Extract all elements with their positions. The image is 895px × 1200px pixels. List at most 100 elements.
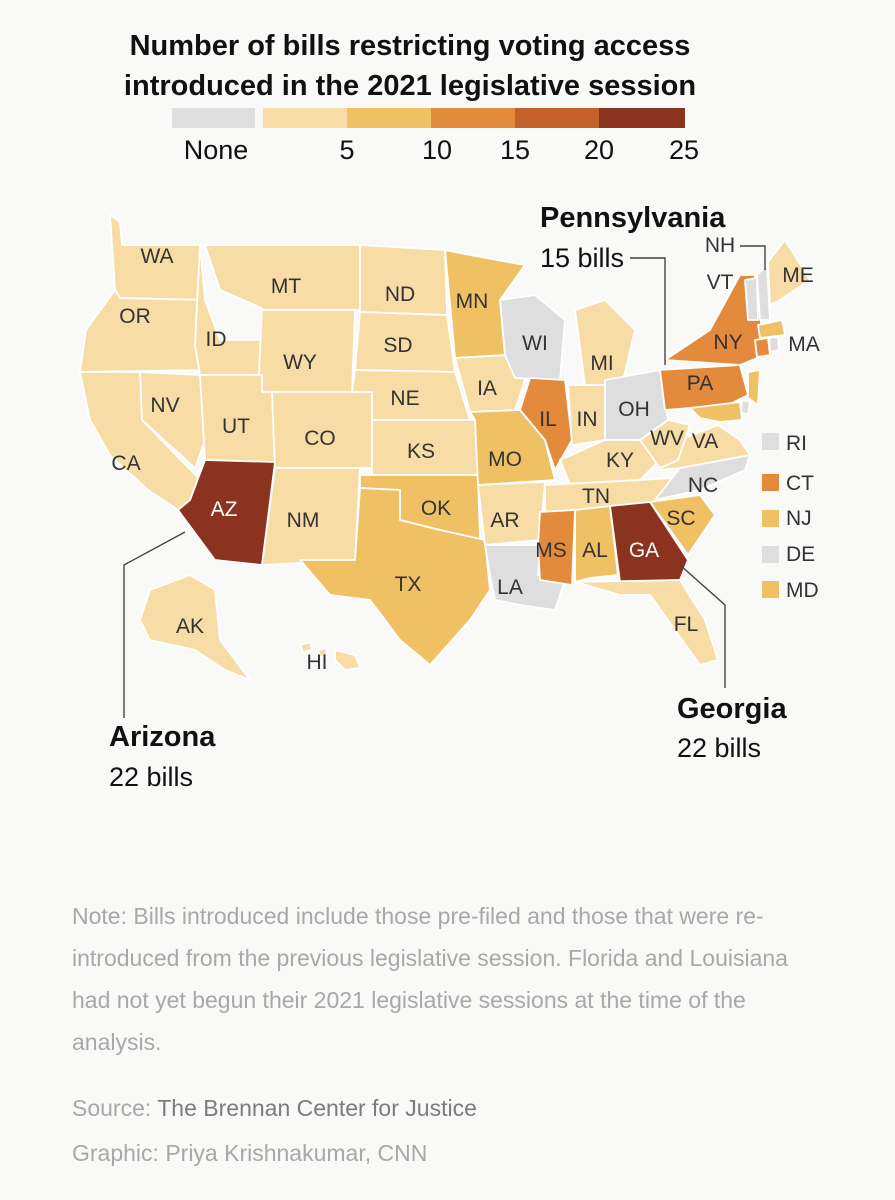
pennsylvania-callout-count: 15 bills (540, 243, 624, 273)
legend-swatch-0-5 (263, 108, 347, 128)
state-hi (299, 641, 361, 671)
ri-swatch (762, 433, 779, 450)
state-label-ar: AR (490, 509, 519, 532)
state-label-ma: MA (788, 333, 820, 356)
state-label-ks: KS (407, 440, 435, 463)
arizona-callout-count: 22 bills (109, 762, 193, 792)
state-label-mo: MO (488, 448, 522, 471)
pennsylvania-callout-name: Pennsylvania (540, 202, 726, 234)
state-label-wa: WA (140, 245, 173, 268)
state-nv (139, 371, 206, 469)
georgia-callout-name: Georgia (677, 693, 787, 725)
legend-label-20: 20 (583, 135, 615, 165)
state-label-nd: ND (385, 283, 415, 306)
state-label-ky: KY (606, 449, 634, 472)
georgia-leader-line (679, 564, 726, 688)
legend-swatch-5-10 (347, 108, 431, 128)
state-me (767, 239, 811, 306)
nj-swatch (762, 510, 779, 527)
state-pa (659, 364, 749, 411)
state-label-tn: TN (582, 485, 610, 508)
state-mi (574, 299, 636, 386)
state-label-mt: MT (271, 275, 301, 298)
state-nc (654, 454, 751, 501)
state-ma (757, 319, 786, 339)
state-label-ga: GA (629, 539, 659, 562)
state-label-mn: MN (456, 290, 489, 313)
state-sc (649, 494, 716, 556)
state-label-al: AL (582, 539, 608, 562)
state-label-sc: SC (666, 507, 695, 530)
state-label-ms: MS (535, 539, 567, 562)
source-line: Source: The Brennan Center for Justice (72, 1095, 477, 1122)
title-line-2: introduced in the 2021 legislative sessi… (123, 70, 697, 102)
state-label-fl: FL (674, 613, 699, 636)
small-state-label-ri: RI (786, 432, 807, 455)
md-swatch (762, 581, 779, 598)
state-al (574, 505, 619, 583)
state-label-id: ID (206, 328, 227, 351)
state-label-sd: SD (383, 334, 412, 357)
state-label-or: OR (119, 305, 151, 328)
legend-swatch-20-25 (599, 108, 685, 128)
state-label-oh: OH (618, 398, 650, 421)
state-ri (768, 336, 780, 353)
state-label-co: CO (304, 427, 336, 450)
state-label-wv: WV (650, 427, 684, 450)
state-fl (574, 579, 719, 666)
state-ak (139, 574, 251, 681)
state-nh (756, 264, 771, 321)
legend-label-5: 5 (339, 135, 355, 165)
state-or (79, 289, 206, 373)
ct-swatch (762, 474, 779, 491)
pennsylvania-leader-line (630, 257, 666, 365)
legend-label-25: 25 (668, 135, 700, 165)
small-state-label-md: MD (786, 579, 819, 602)
state-label-nv: NV (150, 394, 179, 417)
state-label-ok: OK (421, 497, 451, 520)
de-swatch (762, 546, 779, 563)
source-value: The Brennan Center for Justice (157, 1095, 477, 1121)
state-label-ak: AK (176, 615, 204, 638)
state-label-la: LA (497, 576, 523, 599)
state-label-va: VA (692, 430, 718, 453)
small-state-label-ct: CT (786, 472, 814, 495)
state-label-pa: PA (687, 372, 713, 395)
state-il (519, 377, 573, 471)
state-ms (537, 509, 576, 586)
state-label-il: IL (539, 408, 557, 431)
state-label-wy: WY (283, 351, 317, 374)
state-label-in: IN (577, 408, 598, 431)
nh-leader-line (740, 245, 766, 270)
state-label-nm: NM (287, 509, 320, 532)
georgia-callout-count: 22 bills (677, 733, 761, 763)
state-label-nh: NH (705, 234, 735, 257)
state-tx (299, 487, 491, 666)
legend-label-none: None (183, 135, 249, 165)
state-label-tx: TX (395, 573, 422, 596)
state-ct (754, 337, 771, 358)
state-vt (744, 277, 759, 321)
state-wv (639, 419, 691, 469)
state-label-mi: MI (590, 352, 613, 375)
state-label-vt: VT (707, 271, 734, 294)
graphic-credit: Graphic: Priya Krishnakumar, CNN (72, 1140, 428, 1166)
state-ga (609, 501, 689, 583)
legend-label-10: 10 (421, 135, 453, 165)
title-line-1: Number of bills restricting voting acces… (129, 30, 691, 62)
state-ia (454, 354, 526, 413)
state-de (740, 399, 751, 416)
source-label: Source: (72, 1095, 152, 1121)
state-md (689, 401, 743, 423)
arizona-leader-line (123, 531, 186, 718)
footnote: Note: Bills introduced include those pre… (72, 903, 788, 1055)
state-label-ca: CA (111, 452, 140, 475)
legend-swatch-10-15 (431, 108, 515, 128)
state-label-ne: NE (390, 387, 419, 410)
legend-swatch-none (172, 108, 255, 128)
legend-label-15: 15 (499, 135, 531, 165)
state-nj (747, 369, 761, 406)
chart-title: Number of bills restricting voting acces… (40, 26, 780, 106)
state-label-ia: IA (477, 377, 497, 400)
arizona-callout-name: Arizona (109, 721, 216, 753)
